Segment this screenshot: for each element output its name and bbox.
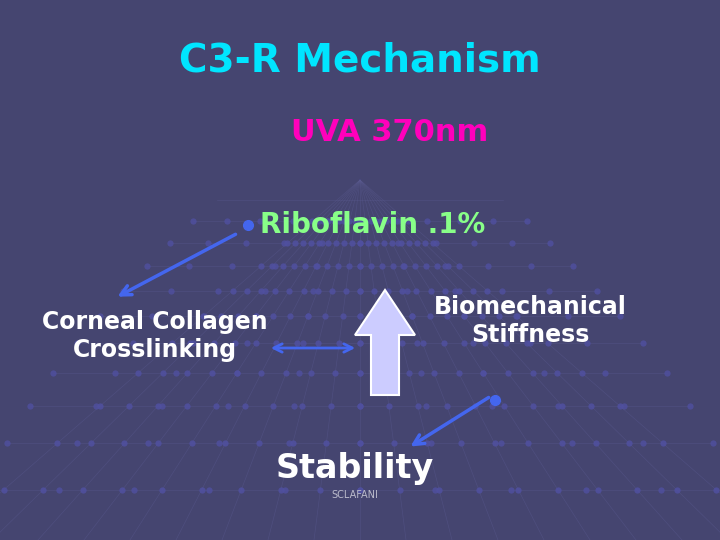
Text: Stability: Stability xyxy=(276,452,434,485)
Text: Corneal Collagen
Crosslinking: Corneal Collagen Crosslinking xyxy=(42,310,268,362)
Text: Riboflavin .1%: Riboflavin .1% xyxy=(260,211,485,239)
Text: C3-R Mechanism: C3-R Mechanism xyxy=(179,42,541,80)
Text: Biomechanical
Stiffness: Biomechanical Stiffness xyxy=(433,295,626,347)
FancyArrow shape xyxy=(355,290,415,395)
Text: UVA 370nm: UVA 370nm xyxy=(292,118,489,147)
Text: SCLAFANI: SCLAFANI xyxy=(332,490,379,500)
